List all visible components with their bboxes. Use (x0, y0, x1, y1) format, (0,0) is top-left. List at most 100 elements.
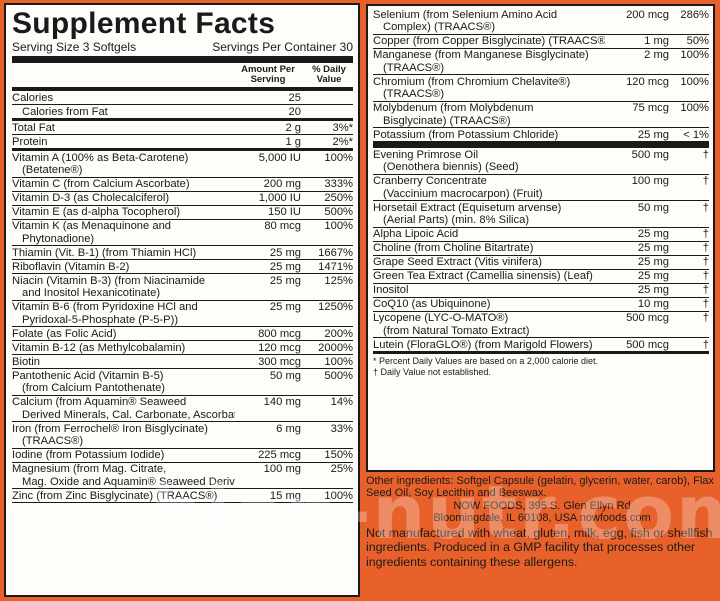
nutrient-amount: 500 mcg (626, 312, 669, 324)
nutrient-name-line1: Alpha Lipoic Acid (373, 228, 459, 240)
nutrient-row: Evening Primrose Oil (Oenothera biennis) … (373, 148, 709, 175)
nutrient-daily-value: 100% (324, 489, 353, 502)
nutrient-name-line2: Mag. Oxide and Aquamin® Seaweed Derived … (22, 475, 235, 488)
nutrient-row: Alpha Lipoic Acid 25 mg † (373, 228, 709, 242)
nutrient-name-line1: Calcium (from Aquamin® Seaweed (12, 396, 187, 408)
nutrient-name-line1: Calories (12, 91, 54, 104)
nutrient-name-line1: Lycopene (LYC-O-MATO®) (373, 312, 509, 324)
nutrient-row: Vitamin A (100% as Beta-Carotene) (Betate… (12, 151, 353, 178)
nutrient-daily-value: 333% (324, 178, 353, 190)
nutrient-amount: 25 mg (637, 284, 669, 296)
nutrient-daily-value: 100% (324, 151, 353, 164)
allergen-warning: Not manufactured with wheat, gluten, mil… (366, 526, 713, 569)
nutrient-daily-value: 200% (324, 327, 353, 340)
servings-per-container: Servings Per Container 30 (212, 40, 353, 54)
nutrient-name-line2: (TRAACS®) (383, 88, 445, 100)
nutrient-name-line1: Calories from Fat (22, 105, 108, 118)
nutrient-name: Green Tea Extract (Camellia sinensis) (L… (373, 270, 605, 283)
nutrient-row: Green Tea Extract (Camellia sinensis) (L… (373, 270, 709, 284)
nutrient-name-line1: Cranberry Concentrate (373, 175, 487, 187)
nutrient-name: Zinc (from Zinc Bisglycinate) (TRAACS®) (12, 490, 235, 503)
nutrient-amount: 10 mg (637, 298, 669, 310)
nutrient-list-left: Calories 25 Calories from Fat 20 Total Fat 2 … (12, 91, 353, 503)
company-address-line2: Bloomingdale, IL 60108, USA nowfoods.com (433, 511, 651, 524)
nutrient-name: Iodine (from Potassium Iodide) (12, 449, 235, 462)
nutrient-name-line1: Magnesium (from Mag. Citrate, (12, 463, 167, 475)
nutrient-name: Vitamin A (100% as Beta-Carotene) (Betate… (12, 152, 235, 177)
nutrient-daily-value: 33% (330, 422, 353, 435)
nutrient-daily-value: † (702, 312, 709, 324)
nutrient-row: Niacin (Vitamin B-3) (from Niacinamide an… (12, 274, 353, 301)
nutrient-daily-value: † (702, 338, 709, 351)
nutrient-daily-value: 500% (324, 369, 353, 382)
nutrient-amount: 2 mg (644, 49, 669, 61)
nutrient-row: Iron (from Ferrochel® Iron Bisglycinate)… (12, 422, 353, 449)
label-title: Supplement Facts (12, 7, 276, 40)
nutrient-row: Grape Seed Extract (Vitis vinifera) 25 mg… (373, 256, 709, 270)
column-headers: Amount Per Serving % Daily Value (12, 63, 353, 91)
nutrient-name-line1: Potassium (from Potassium Chloride) (373, 128, 559, 141)
nutrient-row: Horsetail Extract (Equisetum arvense) (Ae… (373, 201, 709, 228)
nutrient-daily-value: 286% (680, 8, 709, 21)
nutrient-name: Grape Seed Extract (Vitis vinifera) (373, 256, 605, 269)
nutrient-name-line1: Horsetail Extract (Equisetum arvense) (373, 201, 562, 214)
nutrient-name-line2: Complex) (TRAACS®) (383, 21, 496, 33)
company-address-line1: NOW FOODS, 395 S. Glen Ellyn Rd (453, 499, 631, 512)
nutrient-name-line1: Folate (as Folic Acid) (12, 327, 117, 340)
nutrient-amount: 500 mg (631, 148, 669, 161)
nutrient-row: Vitamin B-6 (from Pyridoxine HCl and Pyri… (12, 301, 353, 327)
nutrient-name: Folate (as Folic Acid) (12, 328, 235, 341)
nutrient-name: Evening Primrose Oil (Oenothera biennis) … (373, 149, 605, 174)
other-ingredient-list: Evening Primrose Oil (Oenothera biennis) … (373, 148, 709, 354)
nutrient-daily-value: 100% (680, 75, 709, 88)
nutrient-row: Chromium (from Chromium Chelavite®) (TRAA… (373, 75, 709, 102)
nutrient-name-line2: (from Calcium Pantothenate) (22, 382, 166, 394)
nutrient-name: Vitamin E (as d-alpha Tocopherol) (12, 206, 235, 219)
nutrient-name: Chromium (from Chromium Chelavite®) (TRAA… (373, 76, 605, 101)
nutrient-name-line2: Bisglycinate) (TRAACS®) (383, 114, 511, 127)
nutrient-daily-value: † (702, 148, 709, 161)
nutrient-daily-value: † (702, 228, 709, 240)
nutrient-name: Vitamin C (from Calcium Ascorbate) (12, 178, 235, 191)
nutrient-name: Horsetail Extract (Equisetum arvense) (Ae… (373, 202, 605, 227)
nutrient-name: Vitamin D-3 (as Cholecalciferol) (12, 192, 235, 205)
nutrient-amount: 25 mg (637, 242, 669, 254)
nutrient-name-line1: Iodine (from Potassium Iodide) (12, 449, 165, 461)
nutrient-amount: 200 mg (263, 178, 301, 190)
nutrient-name-line2: (Aerial Parts) (min. 8% Silica) (383, 214, 530, 226)
nutrient-daily-value: 100% (324, 220, 353, 232)
nutrient-daily-value: 50% (686, 35, 709, 47)
nutrient-amount: 15 mg (269, 489, 301, 502)
nutrient-amount: 150 IU (268, 206, 301, 218)
nutrient-name-line1: Inositol (373, 284, 409, 296)
nutrient-daily-value: 2000% (318, 341, 353, 354)
nutrient-row: Thiamin (Vit. B-1) (from Thiamin HCl) 25 … (12, 246, 353, 260)
nutrient-name: Lycopene (LYC-O-MATO®) (from Natural Toma… (373, 312, 605, 337)
nutrient-daily-value: 1250% (318, 301, 353, 313)
nutrient-name: Vitamin B-12 (as Methylcobalamin) (12, 342, 235, 355)
nutrient-name: Niacin (Vitamin B-3) (from Niacinamide an… (12, 275, 235, 300)
nutrient-amount: 25 mg (637, 270, 669, 282)
nutrient-name-line1: CoQ10 (as Ubiquinone) (373, 298, 491, 310)
serving-info: Serving Size 3 Softgels Servings Per Con… (12, 40, 353, 63)
nutrient-daily-value: 100% (324, 355, 353, 368)
nutrient-name: Inositol (373, 284, 605, 297)
nutrient-daily-value: 14% (330, 396, 353, 408)
nutrient-daily-value: † (702, 284, 709, 296)
nutrient-amount: 5,000 IU (258, 151, 301, 164)
nutrient-name: Copper (from Copper Bisglycinate) (TRAAC… (373, 35, 605, 48)
nutrient-name: Riboflavin (Vitamin B-2) (12, 261, 235, 274)
nutrient-amount: 25 (288, 91, 301, 104)
nutrient-name-line2: (Oenothera biennis) (Seed) (383, 161, 519, 173)
nutrient-row: Lycopene (LYC-O-MATO®) (from Natural Toma… (373, 312, 709, 338)
nutrient-name-line1: Pantothenic Acid (Vitamin B-5) (12, 369, 164, 382)
nutrient-daily-value: 250% (324, 192, 353, 204)
nutrient-name: Vitamin K (as Menaquinone and Phytonadion… (12, 220, 235, 245)
nutrient-name: Calories from Fat (12, 106, 235, 119)
nutrient-amount: 25 mg (637, 128, 669, 141)
nutrient-daily-value: 2%* (332, 135, 353, 148)
nutrient-row: Cranberry Concentrate (Vaccinium macrocar… (373, 175, 709, 201)
nutrient-name-line1: Vitamin B-6 (from Pyridoxine HCl and (12, 301, 198, 313)
nutrient-row: Vitamin K (as Menaquinone and Phytonadion… (12, 220, 353, 246)
mineral-list: Selenium (from Selenium Amino Acid Comple… (373, 8, 709, 148)
